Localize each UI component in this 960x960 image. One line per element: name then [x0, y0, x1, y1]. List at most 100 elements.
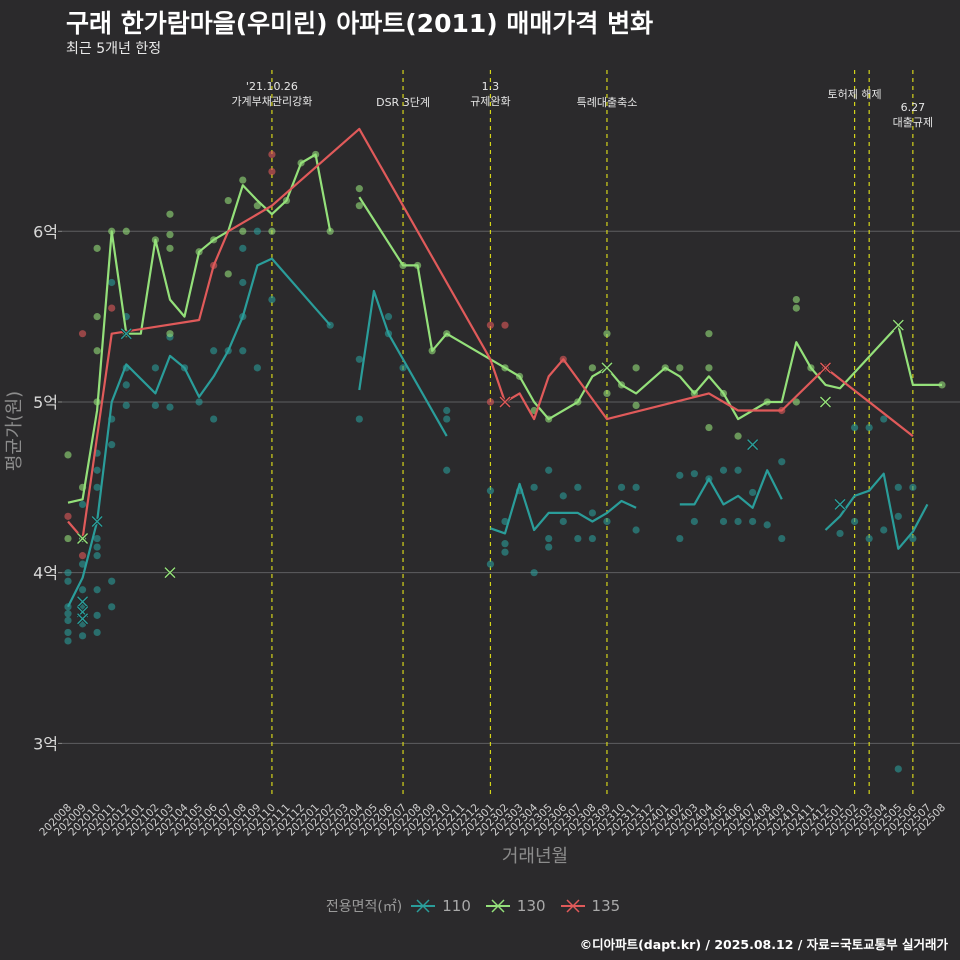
data-point-110 [545, 543, 553, 551]
data-point-130 [166, 244, 174, 252]
chart-subtitle: 최근 5개년 한정 [66, 41, 162, 57]
data-point-110 [749, 488, 757, 497]
data-point-110 [734, 517, 742, 526]
legend-title: 전용면적(㎡) [325, 899, 403, 915]
cross-mark-130 [600, 361, 614, 374]
data-point-110 [268, 295, 276, 304]
data-point-110 [93, 628, 101, 637]
data-point-130 [268, 227, 276, 235]
y-tick-label: 5억 [33, 393, 58, 412]
event-label: 6.27 [901, 101, 926, 114]
data-point-130 [239, 176, 247, 184]
data-point-110 [545, 466, 553, 474]
data-point-110 [588, 534, 597, 543]
data-point-110 [64, 616, 72, 625]
cross-line [819, 362, 831, 374]
data-point-110 [239, 244, 247, 252]
data-point-130 [166, 330, 174, 338]
cross-line [77, 613, 89, 625]
event-label: '21.10.26 [246, 80, 298, 93]
data-point-110 [530, 483, 538, 491]
legend-label-130: 130 [516, 897, 546, 915]
series-line-110 [824, 472, 929, 550]
data-point-110 [894, 483, 902, 491]
data-point-110 [93, 552, 101, 560]
data-point-135 [486, 398, 495, 406]
event-label: 토허제 해제 [828, 87, 882, 101]
data-point-110 [719, 517, 728, 526]
data-point-110 [894, 765, 902, 773]
data-point-110 [78, 586, 87, 594]
data-point-110 [93, 534, 101, 543]
data-point-110 [865, 423, 873, 432]
data-point-110 [603, 517, 611, 526]
data-point-110 [78, 632, 87, 640]
data-point-130 [93, 347, 101, 355]
data-point-130 [64, 451, 72, 459]
data-point-110 [443, 415, 451, 423]
cross-mark-130 [163, 566, 177, 579]
event-label: 규제완화 [470, 95, 510, 108]
data-point-110 [93, 466, 101, 474]
cross-line [77, 533, 89, 545]
data-point-110 [166, 403, 174, 411]
data-point-110 [778, 458, 786, 466]
data-point-110 [108, 278, 116, 287]
data-point-110 [195, 398, 203, 406]
data-point-110 [749, 517, 757, 526]
data-point-110 [632, 526, 640, 534]
cross-mark-110 [746, 438, 759, 451]
data-point-135 [501, 321, 509, 329]
data-point-130 [166, 210, 174, 218]
data-point-110 [64, 637, 72, 645]
legend: 전용면적(㎡) 110 130 135 [0, 896, 960, 916]
data-point-110 [574, 534, 582, 543]
data-point-110 [909, 534, 917, 543]
data-point-110 [108, 577, 116, 585]
legend-item-130: 130 [485, 897, 546, 915]
data-point-130 [588, 364, 597, 372]
data-point-110 [78, 560, 87, 568]
data-point-110 [122, 381, 130, 389]
data-point-130 [705, 423, 713, 432]
y-tick-label: 6억 [33, 222, 58, 241]
data-point-110 [588, 509, 597, 517]
data-point-110 [559, 492, 567, 500]
data-point-110 [501, 548, 509, 556]
data-point-110 [93, 543, 101, 551]
data-point-130 [355, 202, 363, 210]
data-point-110 [443, 466, 451, 474]
data-point-110 [384, 313, 393, 321]
cross-line [819, 396, 831, 408]
data-point-110 [894, 512, 902, 520]
legend-label-110: 110 [442, 897, 471, 915]
event-label: 특례대출축소 [577, 96, 638, 109]
series-line-110 [490, 482, 637, 535]
data-point-135 [78, 330, 87, 338]
legend-item-110: 110 [410, 897, 471, 915]
source-caption: ©디아파트(dapt.kr) / 2025.08.12 / 자료=국토교통부 실… [579, 937, 948, 952]
event-label: 1.3 [482, 80, 500, 93]
data-point-130 [734, 432, 742, 440]
cross-line [892, 319, 904, 331]
data-point-110 [253, 364, 261, 372]
data-point-110 [108, 441, 116, 449]
cross-line [164, 567, 176, 579]
data-point-110 [151, 401, 159, 409]
x-axis-title: 거래년월 [502, 846, 568, 867]
data-point-110 [151, 364, 159, 372]
data-point-110 [690, 470, 698, 478]
data-point-135 [78, 552, 87, 560]
data-point-110 [501, 540, 509, 548]
data-point-110 [93, 611, 101, 619]
cross-line [601, 362, 613, 374]
data-point-130 [166, 231, 174, 239]
data-point-110 [690, 517, 698, 526]
series-line-135 [67, 127, 914, 540]
event-label: 가계부채관리강화 [231, 95, 312, 108]
data-point-130 [355, 185, 363, 193]
cross-mark-110 [833, 498, 847, 511]
data-point-130 [632, 401, 640, 409]
cross-line [499, 396, 511, 408]
